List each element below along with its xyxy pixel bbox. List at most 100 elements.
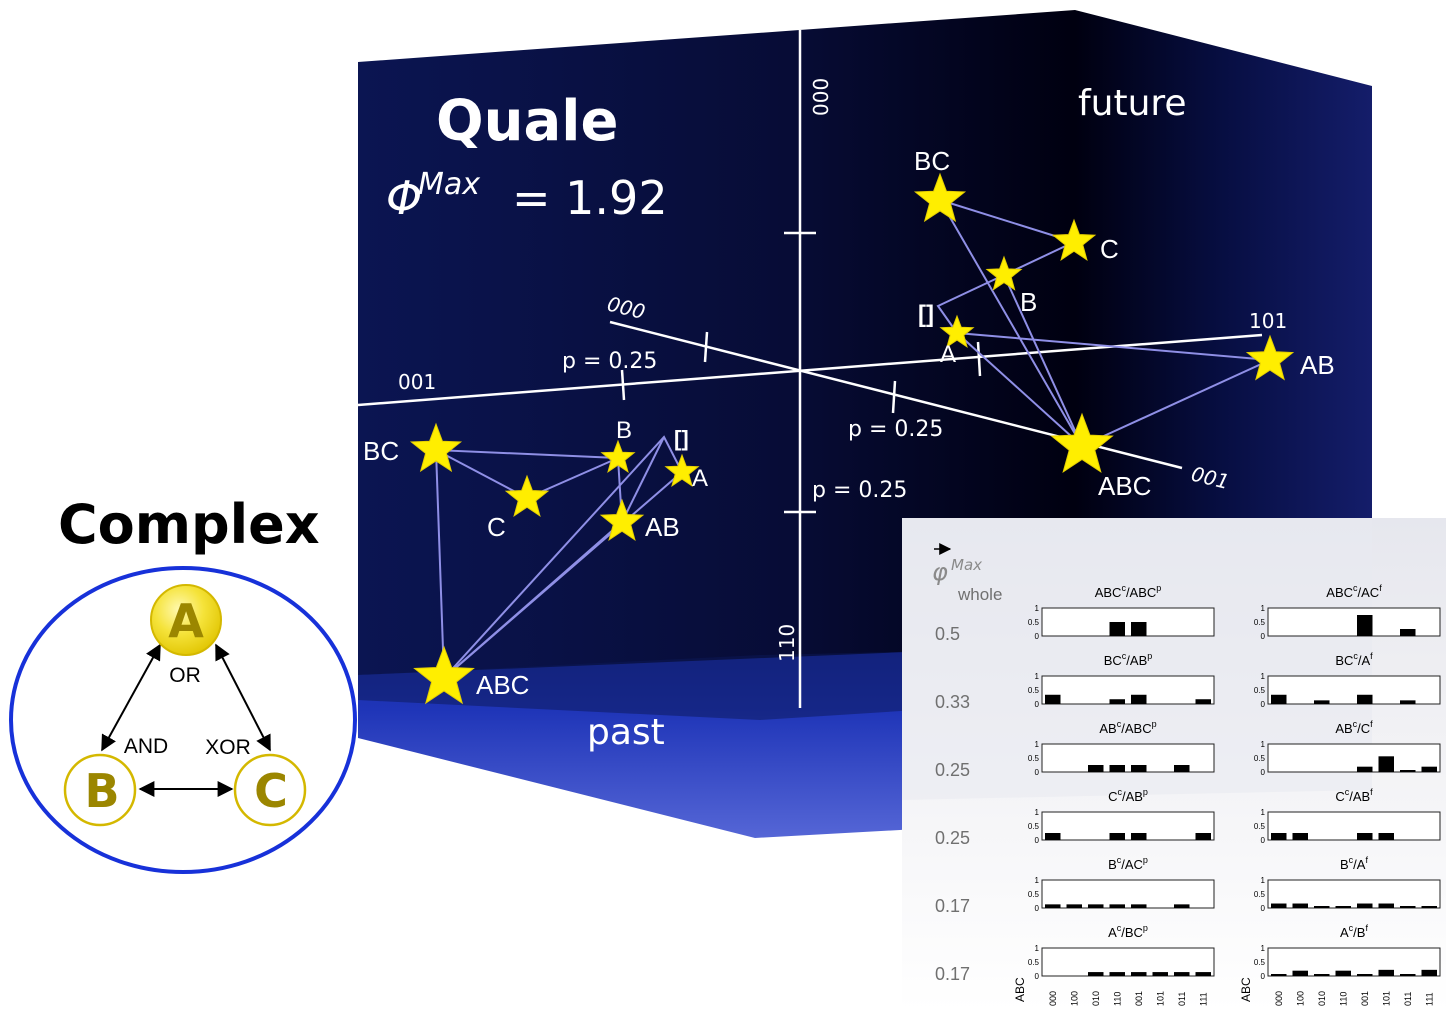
future-bar xyxy=(1271,974,1287,976)
axis-tick-label-down: p = 0.25 xyxy=(848,417,943,442)
past-star-label-b: B xyxy=(616,417,632,444)
future-chart-title: ABc/Cf xyxy=(1335,719,1373,736)
future-star-label-c: C xyxy=(1100,234,1119,264)
future-ytick-label: 0 xyxy=(1261,768,1266,777)
past-bar xyxy=(1195,699,1211,704)
future-ytick-label: 0 xyxy=(1261,836,1266,845)
past-star-c xyxy=(504,474,550,517)
future-bar xyxy=(1357,974,1373,976)
future-bar xyxy=(1271,694,1287,704)
past-ytick-label: 1 xyxy=(1035,740,1040,749)
future-bar xyxy=(1335,970,1351,976)
past-chart-frame xyxy=(1041,743,1215,773)
future-chart-title: Cc/ABf xyxy=(1335,787,1373,804)
past-bar xyxy=(1174,904,1190,908)
future-bar xyxy=(1292,833,1308,840)
future-ytick-label: 0 xyxy=(1261,904,1266,913)
future-chart-title: Ac/Bf xyxy=(1340,923,1368,940)
complex-edges xyxy=(101,643,271,797)
complex-diagram: Complex A B C OR AND XOR xyxy=(9,493,357,874)
future-star-bc xyxy=(913,172,967,223)
future-xtick-label: 100 xyxy=(1295,991,1305,1006)
future-constellation: BC C B []A AB ABC xyxy=(913,146,1335,501)
past-star-label-ab: AB xyxy=(645,512,680,542)
future-star-a xyxy=(939,314,975,348)
past-star-bc xyxy=(409,422,463,473)
future-bar xyxy=(1357,903,1373,908)
past-chart-title: BCc/ABp xyxy=(1104,651,1153,668)
future-ytick-label: 0.5 xyxy=(1254,618,1266,627)
past-chart-frame xyxy=(1041,879,1215,909)
future-xtick-label: 111 xyxy=(1424,992,1434,1006)
future-xtick-label: 011 xyxy=(1403,992,1413,1006)
past-bar xyxy=(1174,765,1190,772)
future-ytick-label: 1 xyxy=(1261,876,1266,885)
phi-header-symbol: φ xyxy=(932,558,948,586)
past-chart-frame xyxy=(1041,947,1215,977)
future-star-label-a: A xyxy=(940,341,956,368)
future-ytick-label: 1 xyxy=(1261,808,1266,817)
past-bar xyxy=(1131,694,1147,704)
past-bar xyxy=(1109,904,1125,908)
past-chart-title: Ac/BCp xyxy=(1108,923,1148,940)
row-phi-value: 0.25 xyxy=(935,760,970,780)
axis-diagonal-down-tick-1 xyxy=(703,331,709,363)
future-xtick-label: 101 xyxy=(1381,991,1391,1006)
future-bar xyxy=(1357,833,1373,840)
whole-label: whole xyxy=(957,585,1002,604)
edge-a-c xyxy=(215,643,271,752)
node-c: C xyxy=(233,753,307,827)
future-xtick-label: 001 xyxy=(1360,991,1370,1006)
future-chart-title: Bc/Af xyxy=(1340,855,1368,872)
node-b-label: B xyxy=(84,764,119,818)
past-bar xyxy=(1088,765,1104,772)
phi-max-value: Φ Max = 1.92 xyxy=(386,167,668,225)
past-chart-title: ABc/ABCp xyxy=(1099,719,1156,736)
node-a: A xyxy=(150,584,222,656)
past-star-label-a: A xyxy=(692,465,708,492)
past-ytick-label: 1 xyxy=(1035,604,1040,613)
past-chart-title: Bc/ACp xyxy=(1108,855,1148,872)
phi-header-sup: Max xyxy=(951,556,982,574)
axis-vertical-bottom-label: 110 xyxy=(775,624,799,662)
past-ytick-label: 1 xyxy=(1035,944,1040,953)
future-bar xyxy=(1292,903,1308,908)
future-bar xyxy=(1271,833,1287,840)
future-ytick-label: 0.5 xyxy=(1254,686,1266,695)
past-bar xyxy=(1131,833,1147,840)
past-chart-frame xyxy=(1041,811,1215,841)
past-star-abc xyxy=(413,645,475,705)
past-star-label-c: C xyxy=(487,512,506,542)
future-ytick-label: 0.5 xyxy=(1254,754,1266,763)
past-ytick-label: 0.5 xyxy=(1028,618,1040,627)
past-bar xyxy=(1174,972,1190,976)
phi-symbol: Φ xyxy=(386,171,422,225)
past-xtick-label: 000 xyxy=(1048,991,1058,1006)
axis-diagonal-up-tick-1 xyxy=(620,369,626,401)
future-chart-title: ABCc/ACf xyxy=(1326,583,1382,600)
past-label: past xyxy=(587,712,665,753)
past-star-b xyxy=(600,439,636,473)
future-bar xyxy=(1400,629,1416,636)
future-bar xyxy=(1335,906,1351,908)
future-star-ab xyxy=(1245,334,1295,381)
distribution-panel: φ Max whole 0.5 ABCc/ABCp 1 0.5 0 ABCc/ACf 1 0.… xyxy=(902,518,1446,1011)
future-star-abc xyxy=(1050,412,1114,474)
past-star-ab xyxy=(599,498,645,541)
past-star-a xyxy=(664,453,700,487)
past-ytick-label: 0 xyxy=(1035,972,1040,981)
past-bar xyxy=(1088,904,1104,908)
past-bar xyxy=(1131,622,1147,636)
axis-diagonal-up-tick-2 xyxy=(976,341,982,377)
past-ytick-label: 0.5 xyxy=(1028,754,1040,763)
axis-tick-label-up: p = 0.25 xyxy=(562,349,657,374)
node-c-label: C xyxy=(254,764,288,818)
future-bar xyxy=(1400,974,1416,976)
future-ytick-label: 0.5 xyxy=(1254,822,1266,831)
node-b: B xyxy=(63,753,137,827)
future-bar xyxy=(1421,969,1437,976)
phi-header: φ Max xyxy=(932,543,982,586)
future-bar xyxy=(1378,833,1394,840)
past-bar xyxy=(1088,972,1104,976)
future-ytick-label: 1 xyxy=(1261,740,1266,749)
